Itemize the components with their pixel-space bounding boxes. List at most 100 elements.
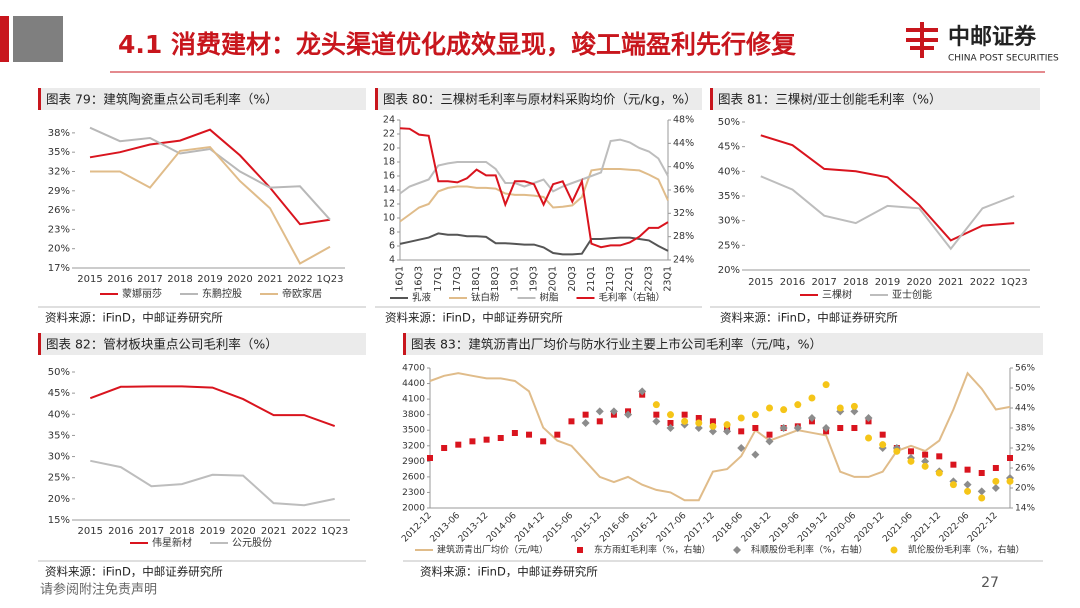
series-line <box>89 128 331 226</box>
chart-title: 图表 79：建筑陶瓷重点公司毛利率（%） <box>46 92 278 107</box>
y-tick-label: 25% <box>718 240 740 251</box>
legend-label: 建筑沥青出厂均价（元/吨） <box>437 544 548 556</box>
y-tick-label: 3200 <box>402 441 425 451</box>
source: 资料来源：iFinD，中邮证券研究所 <box>385 311 563 325</box>
y2-tick-label: 14% <box>1015 504 1035 514</box>
marker <box>977 487 986 496</box>
y-tick-label: 38% <box>48 128 70 139</box>
y-tick-label: 4400 <box>402 379 425 389</box>
x-tick-label: 2015 <box>748 277 773 288</box>
y-tick-label: 20% <box>48 244 70 255</box>
chart-title: 图表 83：建筑沥青出厂均价与防水行业主要上市公司毛利率（元/吨，%） <box>411 337 822 352</box>
x-tick-label: 2017-06 <box>655 511 689 545</box>
x-tick-label: 2022 <box>291 526 316 537</box>
x-tick-label: 1Q23 <box>1001 277 1028 288</box>
title-bar <box>38 333 366 355</box>
x-tick-label: 2016 <box>780 277 805 288</box>
y2-tick-label: 50% <box>1015 384 1035 394</box>
marker <box>624 410 633 419</box>
y2-tick-label: 48% <box>673 115 694 126</box>
marker <box>653 411 660 418</box>
x-tick-label: 2013-12 <box>457 511 491 545</box>
x-tick-label: 20Q1 <box>548 266 559 292</box>
marker <box>427 455 433 461</box>
x-tick-label: 2021-06 <box>881 511 915 545</box>
y-tick-label: 23% <box>48 224 70 235</box>
y-tick-label: 30% <box>48 452 70 463</box>
marker <box>752 425 759 431</box>
marker <box>879 431 886 438</box>
y2-tick-label: 56% <box>1015 364 1035 374</box>
legend-label: 钛白粉 <box>471 292 500 304</box>
x-tick-label: 2015 <box>78 526 103 537</box>
series-line <box>399 127 669 249</box>
y-tick-label: 40% <box>48 409 70 420</box>
y-tick-label: 25% <box>48 473 70 484</box>
chart-title: 图表 82：管材板块重点公司毛利率（%） <box>46 337 278 352</box>
marker <box>568 418 575 425</box>
x-tick-label: 2019 <box>875 277 900 288</box>
logo-icon <box>906 22 938 58</box>
marker <box>992 477 1000 485</box>
series-line <box>90 459 335 507</box>
series-line <box>429 371 1011 502</box>
y-tick-label: 45% <box>718 142 740 153</box>
x-tick-label: 18Q1 <box>471 266 482 292</box>
x-tick-label: 2019-12 <box>796 511 830 545</box>
marker <box>808 394 816 402</box>
y-tick-label: 32% <box>48 166 70 177</box>
marker <box>851 425 858 431</box>
x-tick-label: 19Q1 <box>509 266 520 292</box>
y-tick-label: 3500 <box>402 426 425 436</box>
title-accent <box>403 333 406 355</box>
marker <box>964 487 972 495</box>
marker <box>950 461 957 468</box>
marker <box>822 424 831 432</box>
x-tick-label: 16Q1 <box>395 266 406 292</box>
y-tick-label: 4700 <box>402 364 425 374</box>
legend-label: 科顺股份毛利率（%，右轴） <box>751 544 868 556</box>
y-tick-label: 15% <box>48 515 70 526</box>
marker <box>751 450 760 459</box>
x-tick-label: 2021 <box>938 277 963 288</box>
marker <box>681 417 689 425</box>
marker <box>779 424 788 432</box>
x-tick-label: 2017 <box>139 526 164 537</box>
x-tick-label: 22Q1 <box>624 266 635 292</box>
y2-tick-label: 38% <box>1015 424 1035 434</box>
y2-tick-label: 32% <box>673 208 694 219</box>
x-tick-label: 2016 <box>107 274 132 285</box>
y-tick-label: 40% <box>718 166 740 177</box>
marker <box>893 447 901 455</box>
legend-label: 帝欧家居 <box>282 287 322 300</box>
y-tick-label: 20 <box>383 143 395 154</box>
marker <box>964 466 971 473</box>
x-tick-label: 2016-12 <box>627 511 661 545</box>
x-tick-label: 2021 <box>257 274 282 285</box>
y2-tick-label: 28% <box>673 231 694 242</box>
x-tick-label: 1Q23 <box>317 274 344 285</box>
marker <box>595 407 604 416</box>
marker <box>921 457 930 466</box>
marker <box>638 387 647 396</box>
marker <box>681 411 688 418</box>
x-tick-label: 2021-12 <box>909 511 943 545</box>
marker <box>991 484 1000 492</box>
source: 资料来源：iFinD，中邮证券研究所 <box>45 311 223 325</box>
marker <box>766 431 773 438</box>
marker <box>652 417 661 426</box>
marker <box>907 448 914 455</box>
legend-label: 三棵树 <box>822 288 852 301</box>
marker <box>497 435 504 441</box>
x-tick-label: 2016 <box>108 526 133 537</box>
series-line <box>760 134 1015 242</box>
marker <box>922 451 929 458</box>
legend-label: 公元股份 <box>232 537 272 549</box>
marker <box>963 480 972 489</box>
x-tick-label: 16Q3 <box>414 266 425 292</box>
y-tick-label: 26% <box>48 205 70 216</box>
x-tick-label: 2017-12 <box>683 511 717 545</box>
title-accent <box>38 88 41 110</box>
marker <box>850 402 858 410</box>
y2-tick-label: 26% <box>1015 464 1035 474</box>
